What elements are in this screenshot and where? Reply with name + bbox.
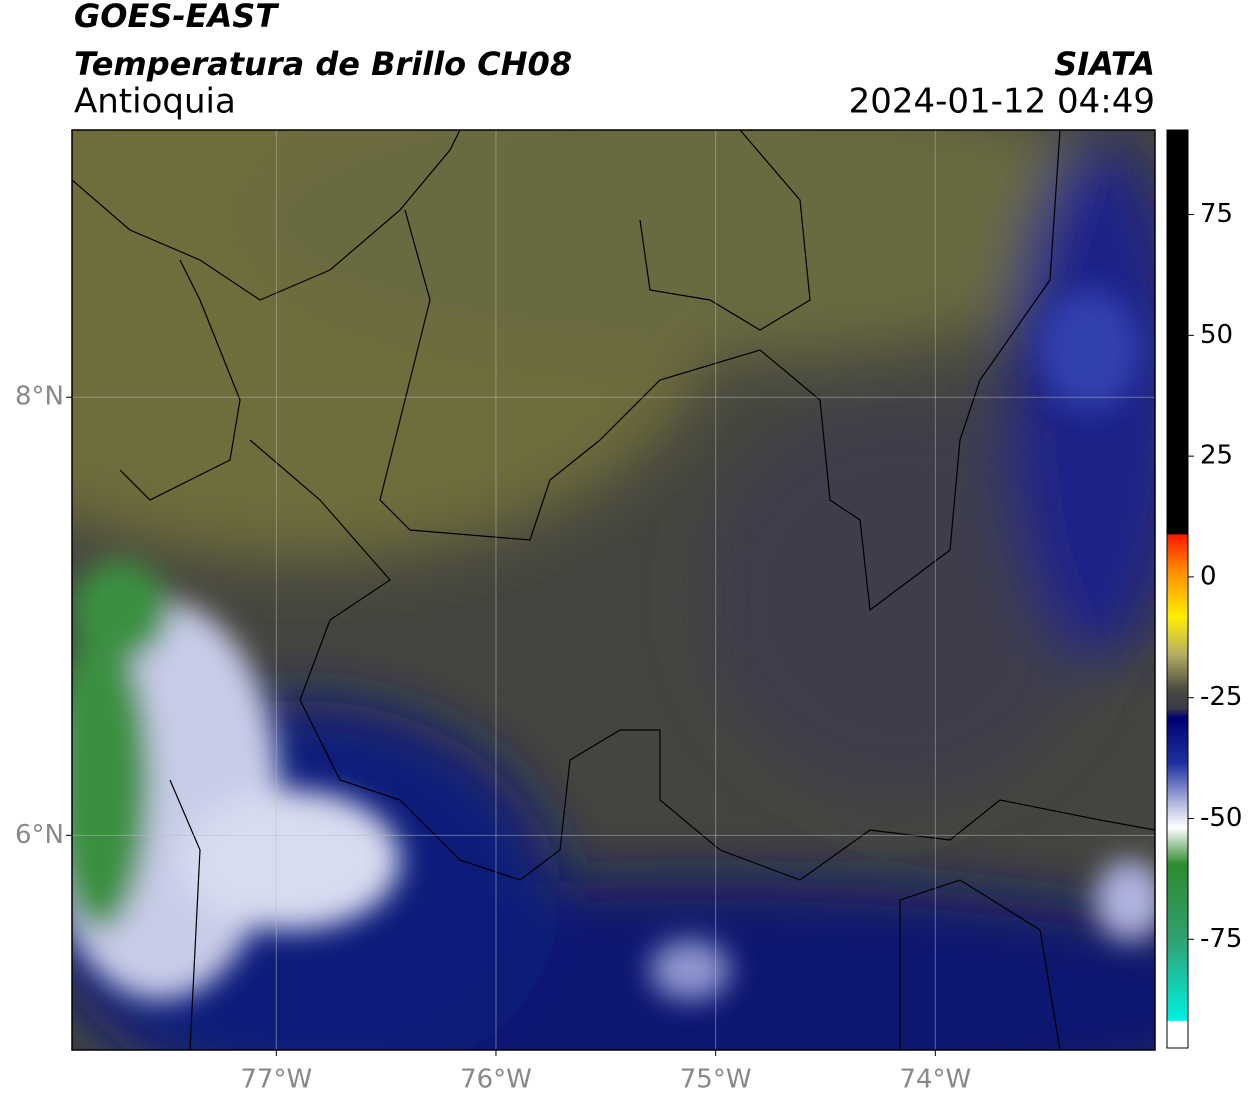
x-tick-label: 76°W (460, 1065, 532, 1095)
colorbar-tick-label: 75 (1200, 199, 1233, 229)
x-tick-label: 74°W (899, 1065, 971, 1095)
map-frame (71, 129, 1156, 1051)
colorbar-tick-label: 25 (1200, 441, 1233, 471)
colorbar-tick-label: -50 (1200, 803, 1242, 833)
y-tick-label: 8°N (15, 382, 64, 412)
region: Antioquia (74, 82, 236, 122)
subtitle: Temperatura de Brillo CH08 (74, 45, 572, 83)
colorbar-tick-label: 50 (1200, 320, 1233, 350)
colorbar (1166, 129, 1189, 1049)
datetime: 2024-01-12 04:49 (849, 82, 1155, 122)
title: GOES-EAST (74, 0, 279, 35)
colorbar-tick-label: 0 (1200, 561, 1217, 591)
x-tick-label: 77°W (240, 1065, 312, 1095)
source: SIATA (1054, 45, 1155, 83)
colorbar-tick-label: -25 (1200, 682, 1242, 712)
colorbar-tick-label: -75 (1200, 924, 1242, 954)
x-tick-label: 75°W (680, 1065, 752, 1095)
borders (72, 130, 1155, 1050)
grid (72, 130, 1155, 1050)
y-tick-label: 6°N (15, 820, 64, 850)
satellite-image (72, 130, 1155, 1050)
